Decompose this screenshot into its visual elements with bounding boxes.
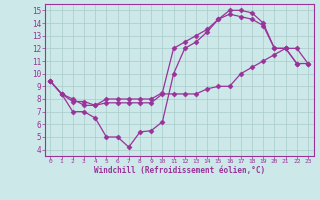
X-axis label: Windchill (Refroidissement éolien,°C): Windchill (Refroidissement éolien,°C) <box>94 166 265 175</box>
